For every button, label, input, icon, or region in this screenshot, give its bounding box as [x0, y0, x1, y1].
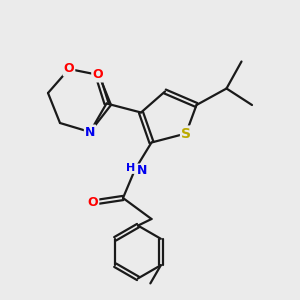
- Text: N: N: [136, 164, 147, 178]
- Text: O: O: [88, 196, 98, 209]
- Text: N: N: [85, 125, 95, 139]
- Text: S: S: [181, 127, 191, 140]
- Text: O: O: [64, 62, 74, 76]
- Text: O: O: [92, 68, 103, 82]
- Text: H: H: [126, 163, 135, 173]
